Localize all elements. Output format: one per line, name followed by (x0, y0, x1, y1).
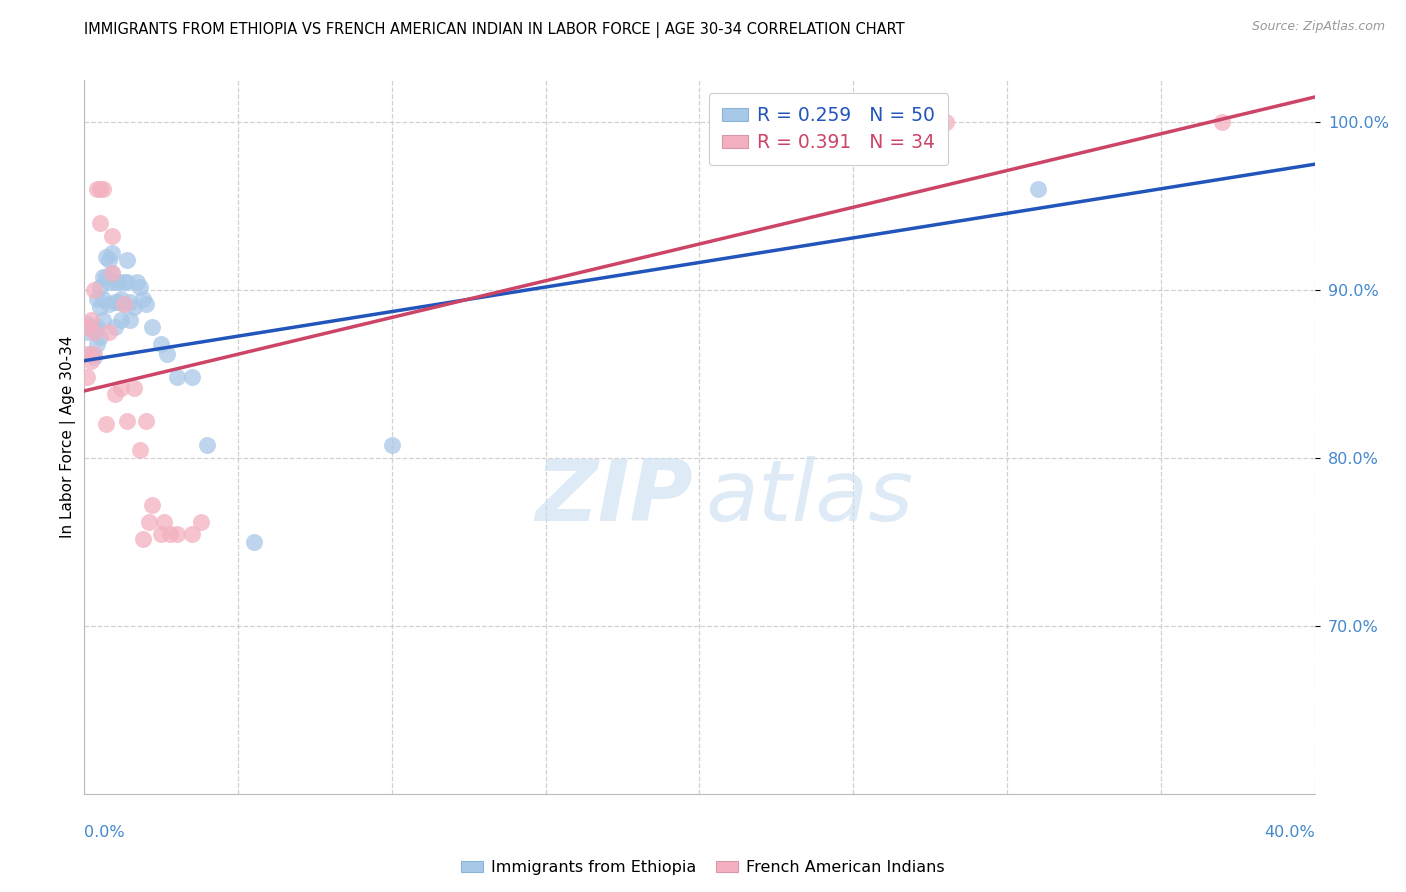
Text: 0.0%: 0.0% (84, 825, 125, 840)
Point (141, 498, 163, 512)
Point (181, 370, 204, 384)
Point (83, 283, 105, 297)
Point (381, 437, 404, 451)
Point (83, 323, 105, 337)
Point (91, 182, 114, 196)
Point (83, 347, 105, 361)
Point (128, 442, 150, 457)
Point (156, 347, 179, 361)
Y-axis label: In Labor Force | Age 30-34: In Labor Force | Age 30-34 (60, 335, 76, 539)
Point (83, 325, 105, 339)
Point (89, 216, 111, 230)
Point (101, 266, 124, 280)
Point (112, 296, 135, 310)
Text: ZIP: ZIP (536, 456, 693, 540)
Point (128, 280, 150, 294)
Point (166, 370, 188, 384)
Point (122, 380, 145, 394)
Text: 40.0%: 40.0% (1264, 825, 1315, 840)
Point (79, 313, 101, 327)
Point (1026, 182, 1049, 196)
Point (141, 320, 163, 334)
Point (104, 275, 127, 289)
Point (94, 269, 117, 284)
Point (166, 526, 188, 541)
Point (91, 292, 114, 306)
Point (79, 320, 101, 334)
Point (112, 275, 135, 289)
Point (120, 313, 142, 327)
Point (94, 417, 117, 432)
Point (79, 347, 101, 361)
Point (104, 294, 127, 309)
Point (83, 351, 105, 365)
Point (98, 275, 120, 289)
Point (181, 526, 204, 541)
Point (159, 526, 181, 541)
Point (101, 266, 124, 280)
Point (112, 296, 135, 310)
Point (135, 414, 157, 428)
Point (120, 294, 142, 309)
Point (86, 320, 108, 334)
Point (101, 229, 124, 244)
Point (190, 515, 212, 529)
Point (904, 115, 927, 129)
Point (150, 337, 173, 351)
Point (935, 115, 957, 129)
Text: IMMIGRANTS FROM ETHIOPIA VS FRENCH AMERICAN INDIAN IN LABOR FORCE | AGE 30-34 CO: IMMIGRANTS FROM ETHIOPIA VS FRENCH AMERI… (84, 22, 905, 38)
Point (107, 275, 129, 289)
Point (76, 317, 98, 331)
Point (89, 182, 111, 196)
Point (89, 330, 111, 344)
Point (153, 515, 176, 529)
Point (110, 292, 132, 306)
Point (122, 300, 145, 314)
Point (86, 337, 108, 351)
Point (86, 292, 108, 306)
Point (98, 325, 120, 339)
Point (94, 250, 117, 264)
Point (135, 296, 157, 310)
Point (110, 380, 132, 394)
Point (98, 252, 120, 267)
Point (150, 526, 173, 541)
Point (98, 296, 120, 310)
Point (76, 325, 98, 339)
Point (125, 275, 148, 289)
Point (117, 275, 139, 289)
Point (132, 292, 155, 306)
Point (110, 313, 132, 327)
Point (91, 269, 114, 284)
Point (1211, 115, 1233, 129)
Point (197, 437, 219, 451)
Point (242, 535, 264, 549)
Point (76, 320, 98, 334)
Point (107, 294, 129, 309)
Point (117, 414, 139, 428)
Point (104, 320, 127, 334)
Point (117, 252, 139, 267)
Point (138, 515, 160, 529)
Point (86, 182, 108, 196)
Point (79, 353, 101, 368)
Point (89, 280, 111, 294)
Point (89, 300, 111, 314)
Legend: Immigrants from Ethiopia, French American Indians: Immigrants from Ethiopia, French America… (454, 854, 952, 882)
Point (104, 387, 127, 401)
Text: Source: ZipAtlas.com: Source: ZipAtlas.com (1251, 20, 1385, 33)
Point (101, 246, 124, 260)
Point (76, 370, 98, 384)
Point (91, 313, 114, 327)
Point (76, 347, 98, 361)
Legend: R = 0.259   N = 50, R = 0.391   N = 34: R = 0.259 N = 50, R = 0.391 N = 34 (709, 94, 949, 165)
Point (132, 532, 155, 546)
Text: atlas: atlas (706, 456, 914, 540)
